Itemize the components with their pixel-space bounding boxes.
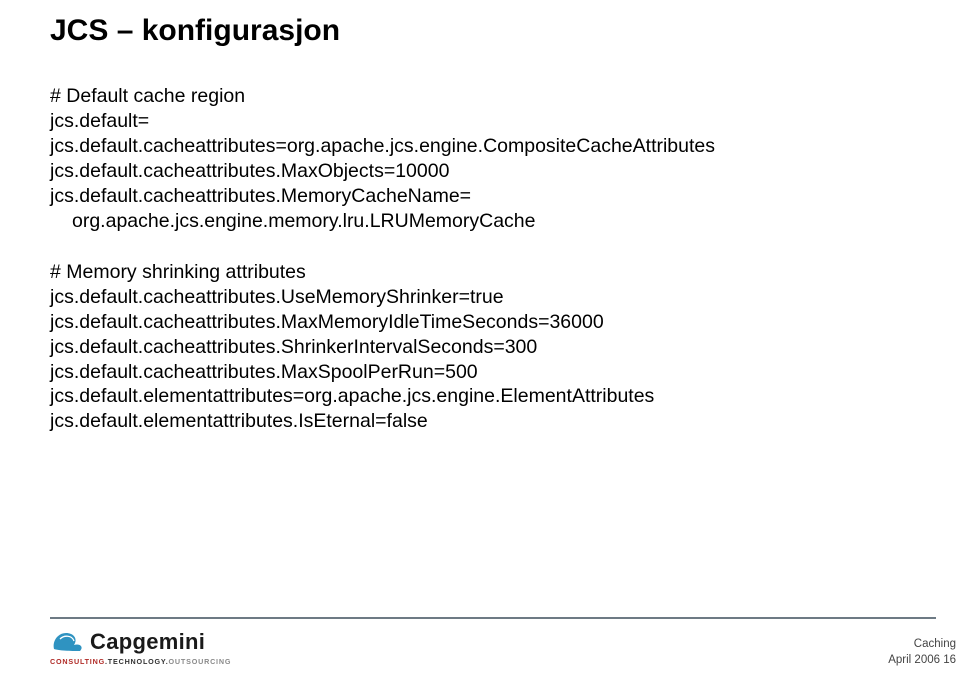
tagline-consulting: CONSULTING bbox=[50, 657, 105, 666]
config-line: jcs.default.cacheattributes.MaxMemoryIdl… bbox=[50, 310, 870, 335]
config-line: jcs.default.cacheattributes.ShrinkerInte… bbox=[50, 335, 870, 360]
config-line-continuation: org.apache.jcs.engine.memory.lru.LRUMemo… bbox=[72, 209, 870, 234]
config-line: jcs.default.cacheattributes.UseMemoryShr… bbox=[50, 285, 870, 310]
tagline-technology: TECHNOLOGY bbox=[108, 657, 166, 666]
slide: JCS – konfigurasjon # Default cache regi… bbox=[0, 0, 960, 681]
config-line: jcs.default.cacheattributes=org.apache.j… bbox=[50, 134, 870, 159]
page-info-topic: Caching bbox=[888, 637, 956, 653]
comment-line: # Memory shrinking attributes bbox=[50, 260, 870, 285]
config-line: jcs.default.elementattributes.IsEternal=… bbox=[50, 409, 870, 434]
config-line: jcs.default= bbox=[50, 109, 870, 134]
slide-footer: Capgemini CONSULTING.TECHNOLOGY.OUTSOURC… bbox=[0, 617, 960, 681]
config-line: jcs.default.cacheattributes.MaxObjects=1… bbox=[50, 159, 870, 184]
config-line: jcs.default.cacheattributes.MemoryCacheN… bbox=[50, 184, 870, 209]
logo-mark-icon bbox=[50, 627, 86, 655]
config-line: jcs.default.cacheattributes.MaxSpoolPerR… bbox=[50, 360, 870, 385]
comment-line: # Default cache region bbox=[50, 84, 870, 109]
capgemini-logo: Capgemini CONSULTING.TECHNOLOGY.OUTSOURC… bbox=[50, 627, 260, 666]
footer-rule bbox=[50, 617, 936, 619]
tagline-outsourcing: OUTSOURCING bbox=[169, 657, 232, 666]
config-line: jcs.default.elementattributes=org.apache… bbox=[50, 384, 870, 409]
page-info: Caching April 2006 16 bbox=[888, 637, 956, 668]
logo-tagline: CONSULTING.TECHNOLOGY.OUTSOURCING bbox=[50, 657, 260, 666]
page-info-date-number: April 2006 16 bbox=[888, 653, 956, 669]
slide-title: JCS – konfigurasjon bbox=[50, 14, 340, 48]
logo-wordmark-row: Capgemini bbox=[50, 627, 260, 655]
section-2: # Memory shrinking attributes jcs.defaul… bbox=[50, 260, 870, 435]
section-1: # Default cache region jcs.default= jcs.… bbox=[50, 84, 870, 234]
logo-name: Capgemini bbox=[90, 629, 205, 655]
slide-body: # Default cache region jcs.default= jcs.… bbox=[50, 84, 870, 434]
